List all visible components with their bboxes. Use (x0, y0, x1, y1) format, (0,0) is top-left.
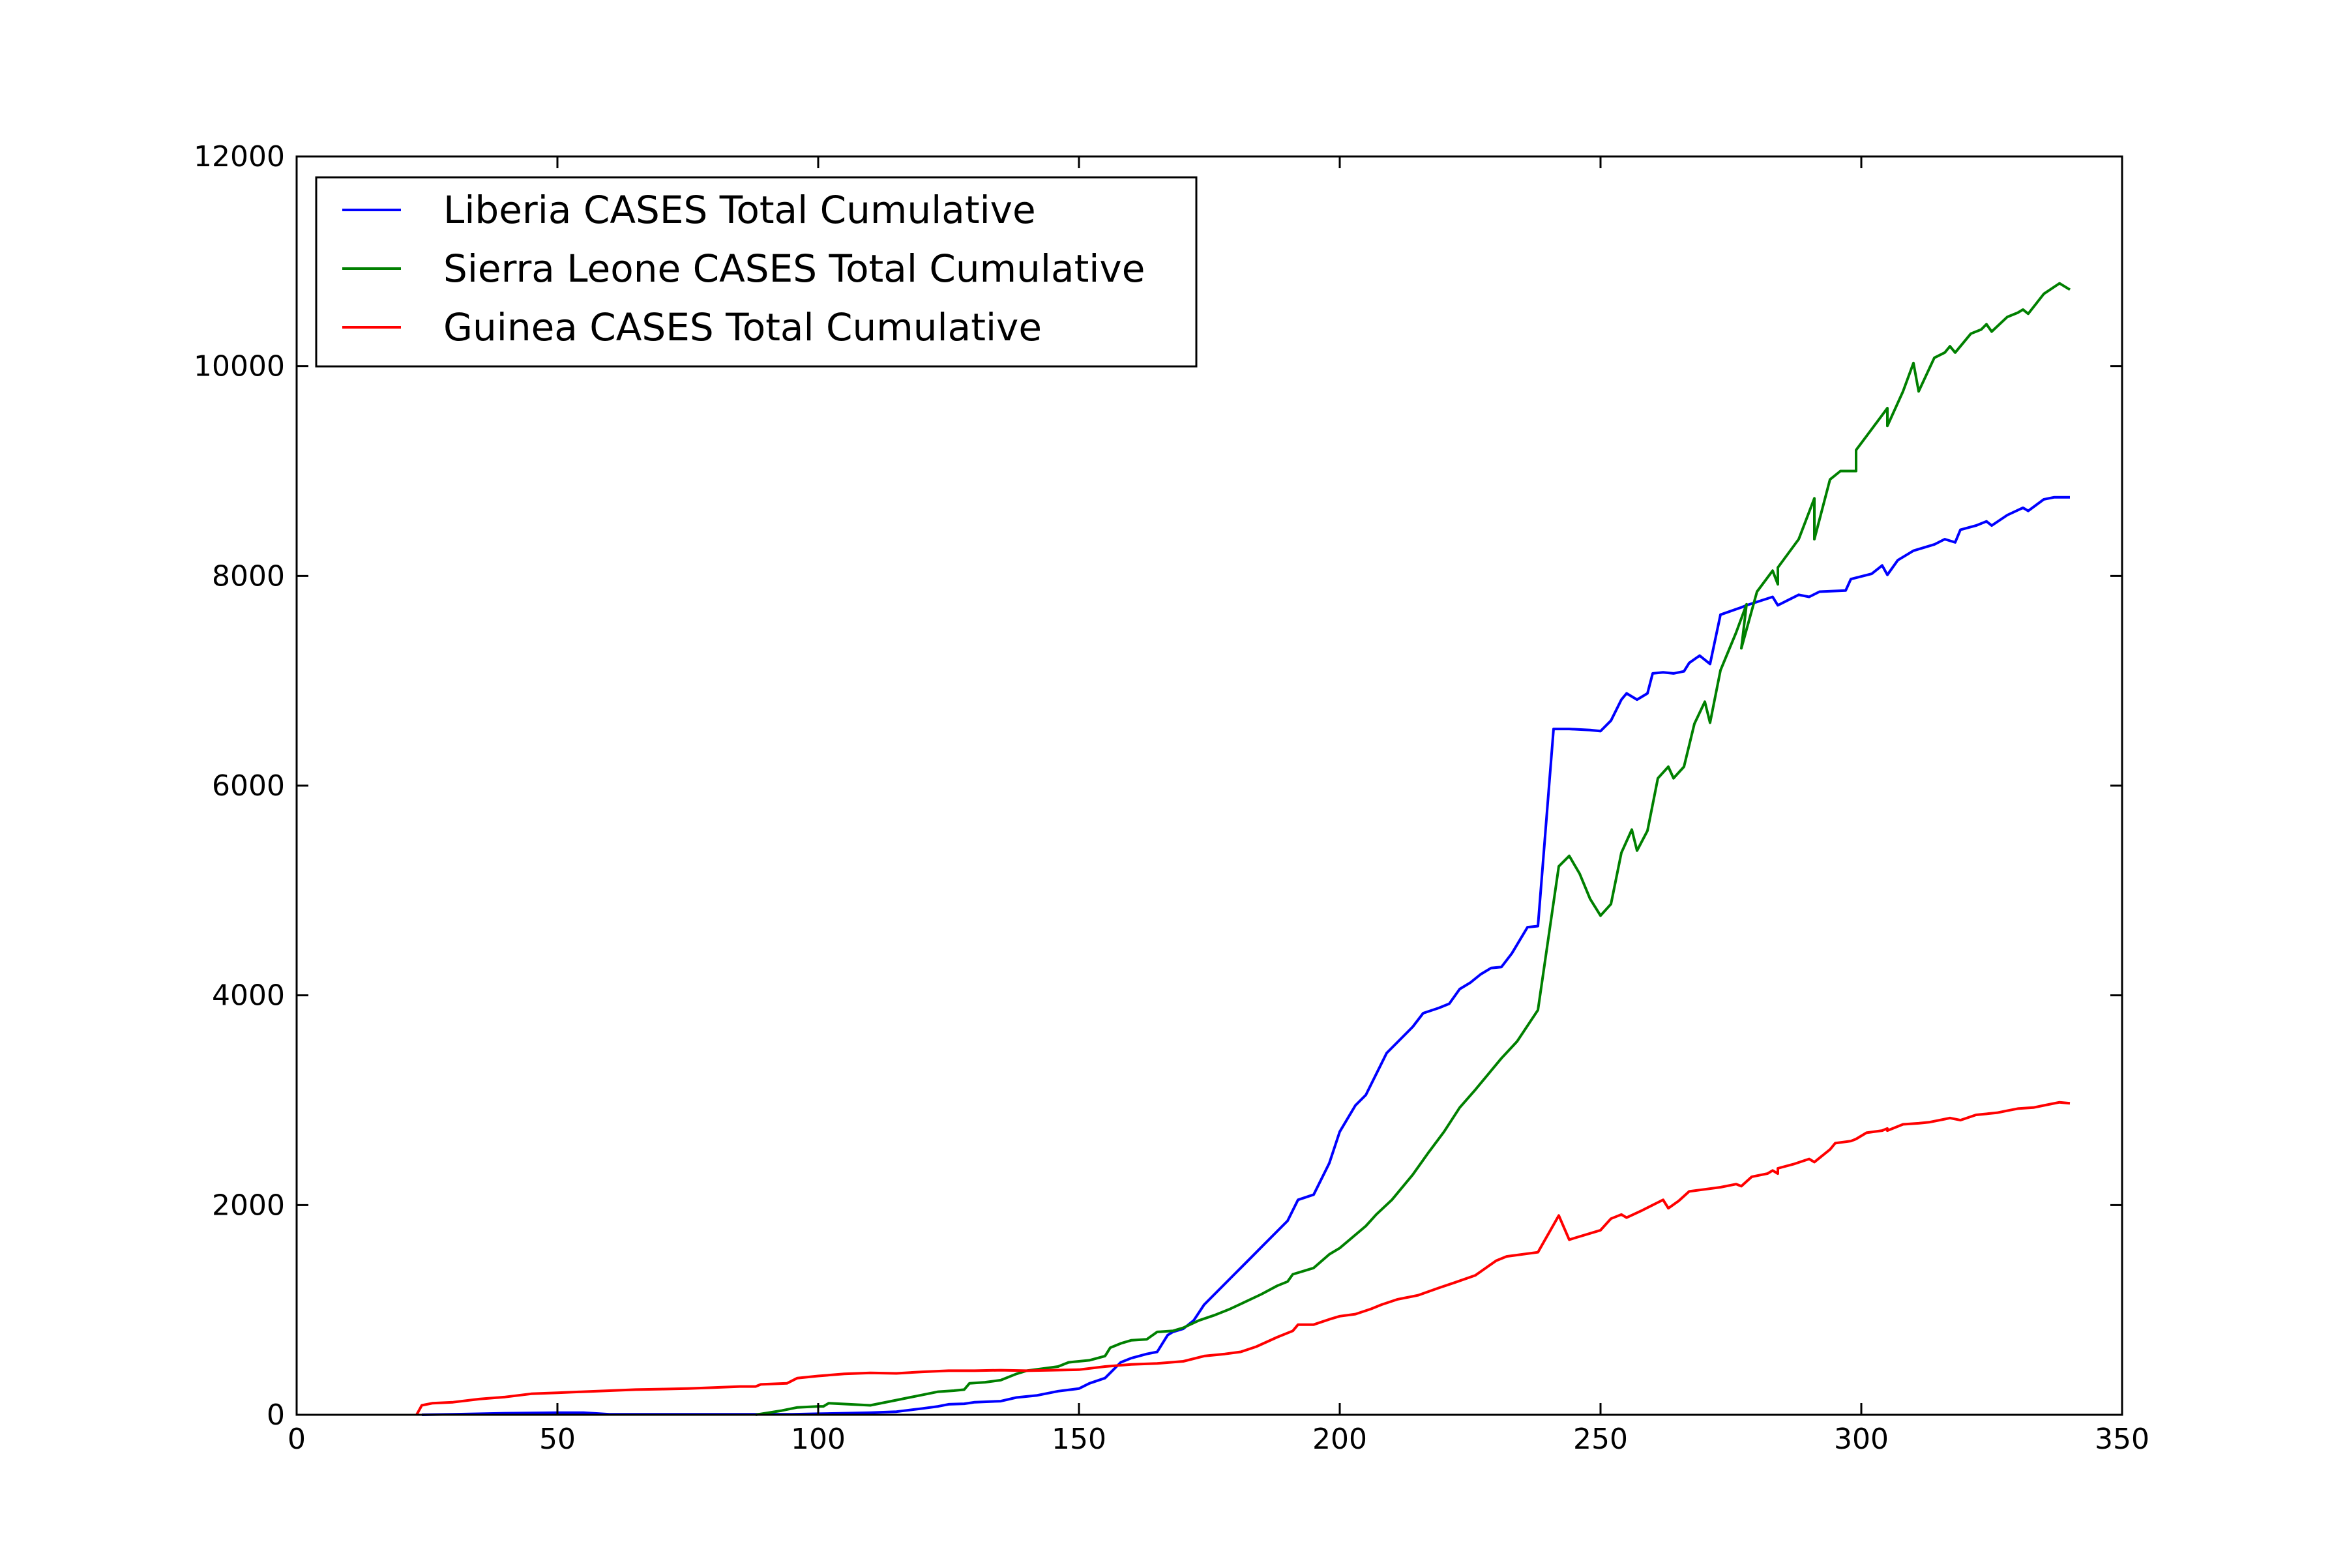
legend-box (315, 176, 1198, 368)
y-tick-label: 10000 (194, 350, 285, 383)
x-tick-label: 150 (1052, 1423, 1106, 1456)
x-tick-label: 0 (288, 1423, 306, 1456)
x-tick-label: 250 (1573, 1423, 1628, 1456)
legend-label-0: Liberia CASES Total Cumulative (443, 188, 1036, 232)
series-layer (415, 282, 2071, 1416)
axes-layer: 0 50 100 150 200 250 300 350 0 2000 4000 6000 8000 10… (194, 140, 2149, 1456)
y-tick-label: 0 (267, 1398, 285, 1432)
x-tick-label: 200 (1312, 1423, 1367, 1456)
x-tick-label: 350 (2095, 1423, 2149, 1456)
y-tick-label: 6000 (212, 769, 285, 803)
x-tick-label: 50 (539, 1423, 576, 1456)
legend: Liberia CASES Total Cumulative Sierra Leo… (315, 176, 1198, 368)
series-line-0 (421, 496, 2070, 1416)
legend-label-2: Guinea CASES Total Cumulative (443, 305, 1042, 349)
series-line-2 (415, 1101, 2071, 1415)
y-tick-label: 8000 (212, 559, 285, 593)
legend-label-1: Sierra Leone CASES Total Cumulative (443, 246, 1145, 291)
y-tick-label: 12000 (194, 140, 285, 173)
x-tick-label: 100 (791, 1423, 846, 1456)
y-tick-label: 4000 (212, 979, 285, 1013)
x-tick-label: 300 (1834, 1423, 1889, 1456)
y-tick-label: 2000 (212, 1189, 285, 1222)
